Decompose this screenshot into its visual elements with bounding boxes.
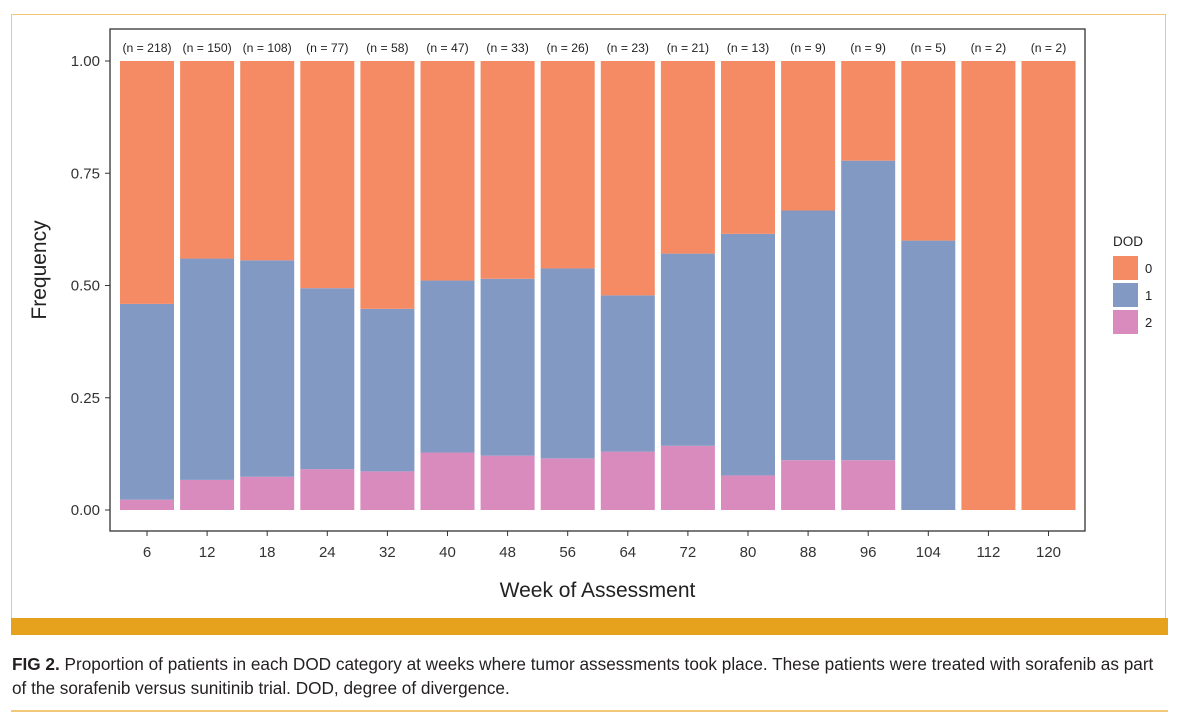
bar-segment-dod-0-week-18 [240,61,295,261]
bar-segment-dod-0-week-120 [1021,61,1076,510]
n-label: (n = 13) [727,41,769,55]
bar-segment-dod-2-week-12 [180,479,235,510]
x-tick-label: 24 [319,544,336,561]
bar-segment-dod-1-week-72 [660,253,715,446]
x-tick-label: 6 [143,544,151,561]
bar-segment-dod-2-week-18 [240,476,295,510]
n-label: (n = 150) [183,41,232,55]
n-label: (n = 5) [911,41,947,55]
bar-segment-dod-2-week-24 [300,469,355,510]
bar-segment-dod-1-week-48 [480,278,535,456]
legend-label-0: 0 [1145,261,1152,276]
x-tick-label: 48 [499,544,516,561]
n-label: (n = 9) [850,41,886,55]
legend-key-2 [1113,310,1138,334]
bar-segment-dod-0-week-80 [721,61,775,234]
stacked-bar-chart: (n = 218)6(n = 150)12(n = 108)18(n = 77)… [28,28,1152,602]
bar-segment-dod-1-week-32 [360,308,415,472]
bar-segment-dod-0-week-48 [480,61,535,279]
bar-segment-dod-0-week-64 [600,61,655,296]
bar-segment-dod-1-week-40 [420,280,475,453]
bar-segment-dod-0-week-12 [180,61,235,259]
bar-segment-dod-0-week-112 [961,61,1016,510]
bar-segment-dod-0-week-96 [841,61,896,161]
legend-label-1: 1 [1145,288,1152,303]
bar-segment-dod-1-week-24 [300,288,355,470]
y-tick-label: 0.50 [71,278,100,295]
x-tick-label: 56 [559,544,576,561]
x-tick-label: 80 [740,544,757,561]
x-tick-label: 32 [379,544,396,561]
y-tick-label: 0.75 [71,165,100,182]
bar-segment-dod-1-week-18 [240,260,295,477]
x-axis-title: Week of Assessment [500,579,696,602]
figure-frame [11,14,1166,620]
bar-segment-dod-2-week-96 [841,460,896,510]
y-tick-label: 1.00 [71,53,100,70]
bottom-rule [11,710,1168,712]
n-label: (n = 26) [547,41,589,55]
x-tick-label: 40 [439,544,456,561]
n-label: (n = 23) [607,41,649,55]
x-tick-label: 64 [619,544,636,561]
bar-segment-dod-2-week-88 [781,460,836,510]
legend-label-2: 2 [1145,315,1152,330]
bar-segment-dod-0-week-88 [781,61,836,211]
bar-segment-dod-1-week-64 [600,295,655,452]
figure-caption: FIG 2. Proportion of patients in each DO… [12,652,1172,700]
n-label: (n = 9) [790,41,826,55]
legend-key-1 [1113,283,1138,307]
bar-segment-dod-2-week-72 [660,445,715,510]
bar-segment-dod-0-week-32 [360,61,415,309]
x-tick-label: 72 [680,544,697,561]
n-label: (n = 2) [971,41,1007,55]
bar-segment-dod-1-week-96 [841,160,896,461]
bar-segment-dod-0-week-40 [420,61,475,281]
bar-segment-dod-2-week-6 [120,499,174,510]
x-tick-label: 88 [800,544,817,561]
n-label: (n = 58) [366,41,408,55]
bar-segment-dod-1-week-104 [901,240,956,510]
x-tick-label: 104 [916,544,941,561]
caption-label: FIG 2. [12,654,60,674]
n-label: (n = 108) [243,41,292,55]
caption-text: Proportion of patients in each DOD categ… [12,654,1154,698]
legend-key-0 [1113,256,1138,280]
legend-title: DOD [1113,234,1143,249]
x-tick-label: 112 [976,544,1000,561]
bar-segment-dod-1-week-12 [180,258,235,480]
y-tick-label: 0.00 [71,502,100,519]
n-label: (n = 2) [1031,41,1067,55]
n-label: (n = 77) [306,41,348,55]
bar-segment-dod-0-week-72 [660,61,715,254]
x-tick-label: 96 [860,544,877,561]
n-label: (n = 47) [426,41,468,55]
bar-segment-dod-1-week-88 [781,210,836,461]
bar-segment-dod-2-week-48 [480,455,535,510]
bar-segment-dod-2-week-32 [360,471,415,510]
y-axis-title: Frequency [28,220,51,320]
x-tick-label: 18 [259,544,276,561]
n-label: (n = 218) [122,41,171,55]
bar-segment-dod-0-week-24 [300,61,355,289]
n-label: (n = 33) [486,41,528,55]
bar-segment-dod-0-week-56 [540,61,595,269]
bar-segment-dod-2-week-56 [540,458,595,510]
x-tick-label: 12 [199,544,216,561]
n-label: (n = 21) [667,41,709,55]
bar-segment-dod-1-week-6 [120,303,174,500]
bar-segment-dod-1-week-56 [540,268,595,459]
x-tick-label: 120 [1036,544,1061,561]
y-tick-label: 0.25 [71,390,100,407]
bar-segment-dod-2-week-40 [420,452,475,510]
bar-segment-dod-0-week-104 [901,61,956,241]
bar-segment-dod-1-week-80 [721,233,775,476]
figure-divider-bar [11,618,1168,635]
bar-segment-dod-2-week-64 [600,451,655,510]
bar-segment-dod-0-week-6 [120,61,174,304]
bar-segment-dod-2-week-80 [721,475,775,510]
